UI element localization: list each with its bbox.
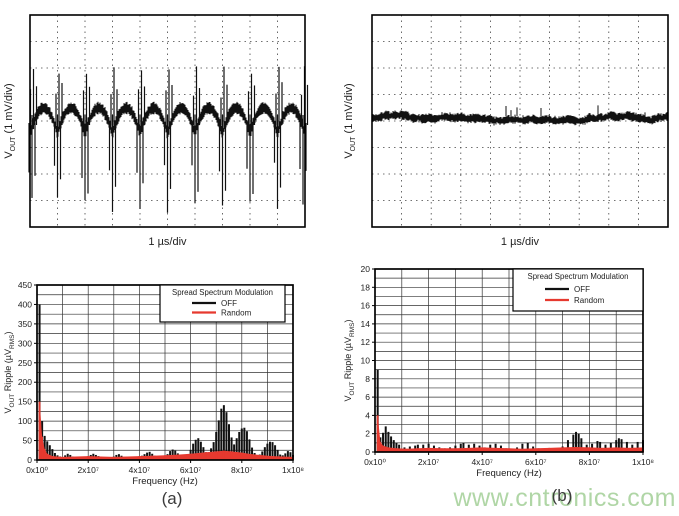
scope-off-panel: 1 µs/div VOUT (1 mV/div) xyxy=(3,14,309,248)
svg-text:6x10⁷: 6x10⁷ xyxy=(180,465,202,475)
axis-label: VOUT Ripple (µVRMS) xyxy=(343,320,356,402)
axis-ticks: 0 2 4 6 8 10 12 14 16 18 20 0x10⁰ 2x10⁷ 4x10⁷ 6x10⁷ 8x1… xyxy=(361,264,655,467)
svg-text:1x10⁸: 1x10⁸ xyxy=(282,465,304,475)
scope-xlabel: 1 µs/div xyxy=(148,236,187,248)
svg-text:4: 4 xyxy=(365,410,370,420)
spectrum-xlabel: Frequency (Hz) xyxy=(132,476,197,487)
svg-text:18: 18 xyxy=(361,282,371,292)
legend: Spread Spectrum Modulation OFF Random xyxy=(512,268,644,312)
legend-box xyxy=(159,284,286,323)
axis-ticks: 0 50 100 150 200 250 300 350 400 450 0x10⁰ 2x10⁷ 4x1… xyxy=(18,280,305,475)
svg-text:1x10⁸: 1x10⁸ xyxy=(632,457,654,467)
svg-text:200: 200 xyxy=(18,377,32,387)
svg-text:6x10⁷: 6x10⁷ xyxy=(525,457,547,467)
legend-label-random: Random xyxy=(574,296,605,305)
svg-text:4x10⁷: 4x10⁷ xyxy=(471,457,493,467)
plot-border xyxy=(29,14,306,228)
svg-text:100: 100 xyxy=(18,416,32,426)
caption-a: (a) xyxy=(161,489,183,508)
legend-box xyxy=(512,268,644,312)
svg-text:450: 450 xyxy=(18,280,32,290)
svg-text:2x10⁷: 2x10⁷ xyxy=(418,457,440,467)
svg-text:8: 8 xyxy=(365,374,370,384)
legend-label-off: OFF xyxy=(221,299,237,308)
svg-text:350: 350 xyxy=(18,319,32,329)
svg-text:0: 0 xyxy=(365,447,370,457)
random-series-bars xyxy=(38,401,294,460)
caption-b: (b) xyxy=(551,486,573,505)
svg-text:50: 50 xyxy=(23,436,33,446)
svg-text:6: 6 xyxy=(365,392,370,402)
axis-label: VOUT Ripple (µVRMS) xyxy=(3,332,16,414)
svg-text:8x10⁷: 8x10⁷ xyxy=(579,457,601,467)
watermark-text: www.cntronics.com xyxy=(453,484,676,512)
axis-label: VOUT (1 mV/div) xyxy=(3,83,17,158)
svg-text:4x10⁷: 4x10⁷ xyxy=(129,465,151,475)
legend-title: Spread Spectrum Modulation xyxy=(528,272,629,281)
spectrum-a-panel: 0 50 100 150 200 250 300 350 400 450 0x10⁰ 2x10⁷ 4x1… xyxy=(3,280,305,487)
svg-text:20: 20 xyxy=(361,264,371,274)
legend-label-random: Random xyxy=(221,309,252,318)
plot-border xyxy=(371,14,669,228)
svg-text:0x10⁰: 0x10⁰ xyxy=(26,465,48,475)
spectrum-xlabel: Frequency (Hz) xyxy=(476,468,541,479)
axis-label: VOUT (1 mV/div) xyxy=(343,83,357,158)
svg-text:150: 150 xyxy=(18,397,32,407)
waveform-trace xyxy=(371,110,669,126)
svg-text:2: 2 xyxy=(365,429,370,439)
svg-text:10: 10 xyxy=(361,356,371,366)
svg-text:400: 400 xyxy=(18,299,32,309)
spectrum-b-panel: 0 2 4 6 8 10 12 14 16 18 20 0x10⁰ 2x10⁷ 4x10⁷ 6x10⁷ 8x1… xyxy=(343,264,655,479)
spectrum-grid xyxy=(375,269,643,452)
svg-text:14: 14 xyxy=(361,319,371,329)
svg-text:2x10⁷: 2x10⁷ xyxy=(77,465,99,475)
svg-text:250: 250 xyxy=(18,358,32,368)
svg-text:300: 300 xyxy=(18,338,32,348)
off-series-bars xyxy=(376,369,644,452)
svg-text:0x10⁰: 0x10⁰ xyxy=(364,457,386,467)
svg-text:16: 16 xyxy=(361,301,371,311)
svg-text:0: 0 xyxy=(27,455,32,465)
svg-text:8x10⁷: 8x10⁷ xyxy=(231,465,253,475)
svg-text:12: 12 xyxy=(361,337,371,347)
legend-label-off: OFF xyxy=(574,285,590,294)
switching-spikes xyxy=(28,66,309,213)
scope-random-panel: 1 µs/div VOUT (1 mV/div) xyxy=(343,14,669,248)
scope-xlabel: 1 µs/div xyxy=(501,236,540,248)
legend-title: Spread Spectrum Modulation xyxy=(172,288,273,297)
